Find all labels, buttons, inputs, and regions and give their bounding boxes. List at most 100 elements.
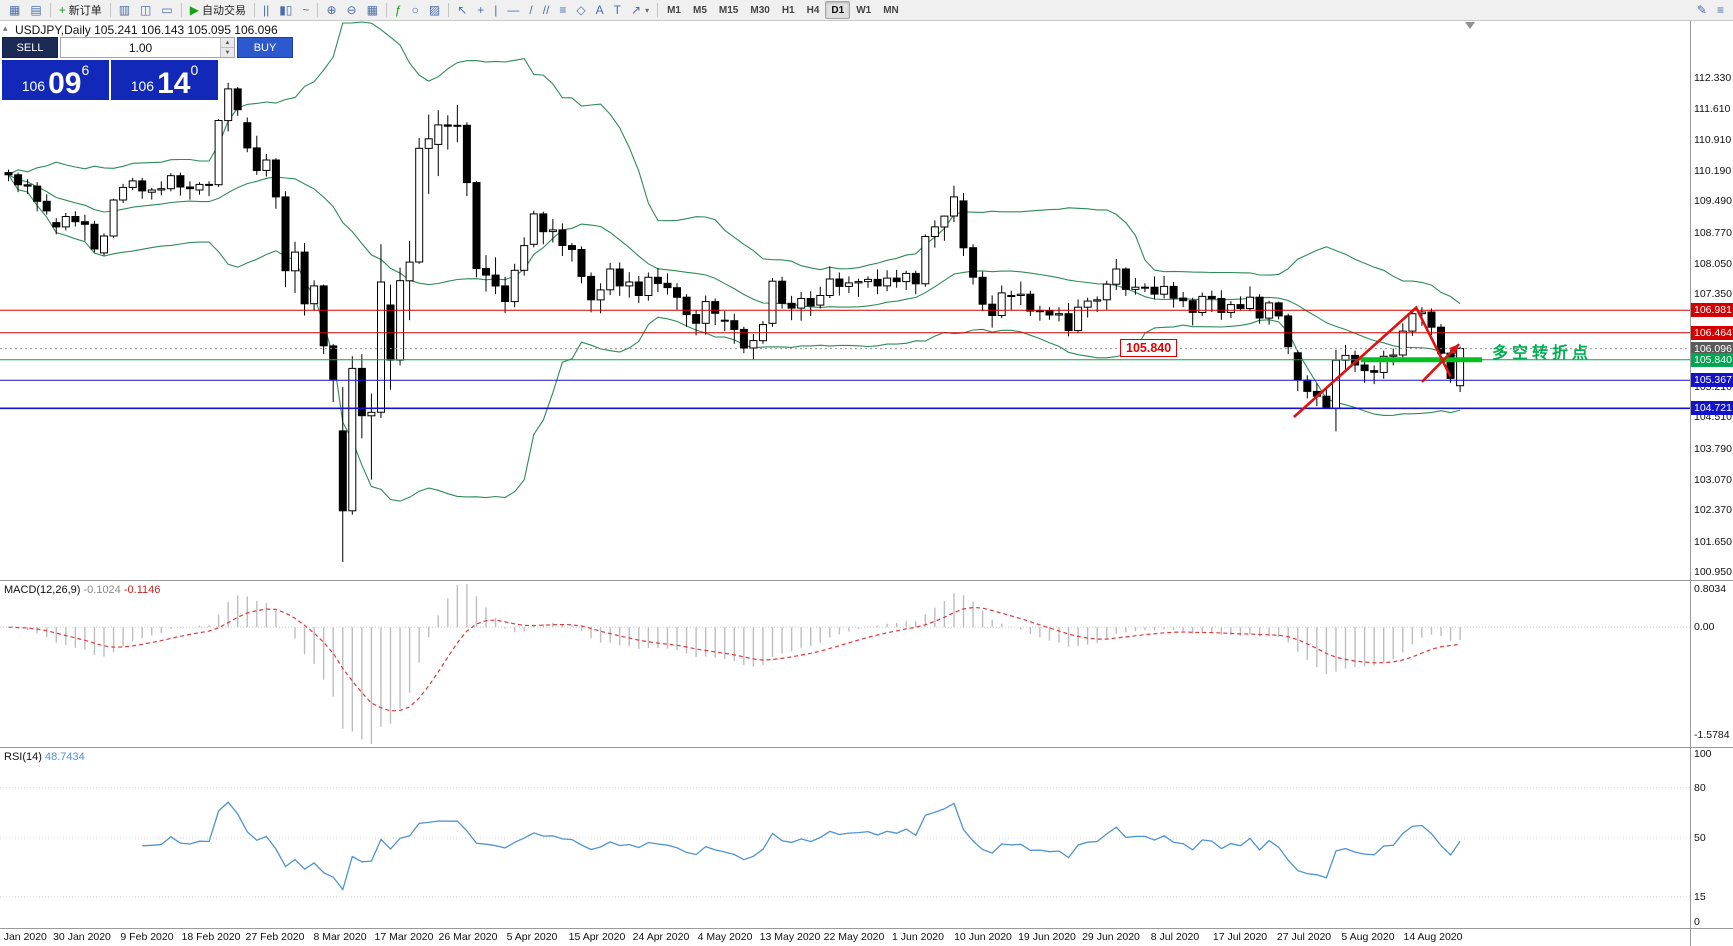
one-click-trade-panel: SELL ▲ ▼ BUY 106 09 6 106 14 0 — [2, 37, 293, 100]
templates-icon: ▨ — [428, 3, 441, 17]
buy-price-handle: 106 — [130, 78, 155, 94]
more-tools-icon: ≡ — [1716, 3, 1724, 17]
market-watch-icon: ▥ — [118, 3, 131, 17]
more-tools-icon[interactable]: ≡ — [1712, 0, 1729, 20]
label-icon[interactable]: T — [609, 0, 626, 20]
time-axis-label: 17 Jul 2020 — [1212, 931, 1268, 943]
data-window-icon: ▤ — [30, 3, 42, 17]
price-axis-label: 102.370 — [1694, 504, 1732, 516]
terminal-icon[interactable]: ▭ — [156, 0, 177, 20]
data-window-icon[interactable]: ▤ — [25, 0, 46, 20]
indicators-icon: ƒ — [394, 3, 402, 17]
cursor-icon[interactable]: ↖ — [452, 0, 472, 20]
tf-d1[interactable]: D1 — [825, 1, 851, 19]
new-order-button: + — [58, 3, 66, 17]
zoom-in-icon[interactable]: ⊕ — [321, 0, 341, 20]
navigator-icon[interactable]: ◫ — [135, 0, 156, 20]
time-axis-label: 18 Feb 2020 — [181, 931, 241, 943]
price-tag-105.367: 105.367 — [1691, 373, 1733, 387]
buy-price-pips: 14 — [157, 66, 191, 100]
candlestick-chart-icon[interactable]: ▮▯ — [274, 0, 297, 20]
turning-point-note[interactable]: 多空转折点 — [1492, 345, 1593, 362]
tf-m5[interactable]: M5 — [693, 4, 707, 16]
crosshair-icon[interactable]: + — [472, 0, 489, 20]
trendline-icon[interactable]: / — [524, 0, 537, 20]
time-axis-label: 17 Mar 2020 — [374, 931, 434, 943]
main-macd-divider[interactable] — [0, 580, 1733, 581]
price-tag-106.096: 106.096 — [1691, 342, 1733, 356]
autotrading-button-label: 自动交易 — [201, 5, 246, 17]
macd-label: MACD(12,26,9) -0.1024 -0.1146 — [4, 584, 161, 596]
oneclick-toggle-icon[interactable]: ▴ — [3, 23, 8, 33]
sell-price-pips: 09 — [48, 66, 82, 100]
indicators-icon[interactable]: ƒ — [390, 0, 407, 20]
sell-price-handle: 106 — [21, 78, 46, 94]
zoom-out-icon[interactable]: ⊖ — [342, 0, 362, 20]
vertical-line-icon: | — [494, 3, 498, 17]
periods-icon[interactable]: ○ — [407, 0, 424, 20]
price-tag-105.840: 105.840 — [1691, 353, 1733, 367]
time-axis-label: 14 Aug 2020 — [1403, 931, 1463, 943]
new-order-button[interactable]: + 新订单 — [54, 0, 107, 20]
bar-chart-icon[interactable]: || — [258, 0, 274, 20]
price-axis-label: 103.070 — [1694, 474, 1732, 486]
time-axis-label: 8 Mar 2020 — [313, 931, 367, 943]
price-axis-label: 108.770 — [1694, 227, 1732, 239]
tile-windows-icon[interactable]: ▦ — [362, 0, 383, 20]
price-axis-label: 100.950 — [1694, 566, 1732, 578]
channel-icon[interactable]: // — [538, 0, 555, 20]
market-watch-icon[interactable]: ▥ — [114, 0, 135, 20]
tf-m1[interactable]: M1 — [667, 4, 681, 16]
label-icon: T — [613, 3, 622, 17]
volume-input[interactable] — [61, 38, 220, 57]
line-chart-icon[interactable]: ~ — [297, 0, 314, 20]
terminal-icon: ▭ — [161, 3, 173, 17]
charts-window-icon[interactable]: ▦ — [4, 0, 25, 20]
chart-shift-marker — [1465, 22, 1475, 29]
sell-button[interactable]: SELL — [2, 37, 58, 58]
macd-rsi-divider[interactable] — [0, 747, 1733, 748]
price-axis-label: 110.190 — [1694, 165, 1732, 177]
edit-icon[interactable]: ✎ — [1692, 0, 1712, 20]
vertical-line-icon[interactable]: | — [489, 0, 502, 20]
periods-icon: ○ — [411, 3, 419, 17]
tf-mn[interactable]: MN — [883, 4, 899, 16]
price-axis-label: 109.490 — [1694, 195, 1732, 207]
rsi-axis-label: 100 — [1694, 748, 1712, 760]
tf-m15[interactable]: M15 — [718, 4, 739, 16]
volume-up-icon[interactable]: ▲ — [220, 38, 234, 47]
fibonacci-icon[interactable]: ≡ — [554, 0, 571, 20]
price-tag-106.981: 106.981 — [1691, 303, 1733, 317]
tf-m30[interactable]: M30 — [750, 4, 770, 16]
arrow-tools-icon-caret: ▾ — [645, 5, 650, 15]
time-axis-label: 1 Jun 2020 — [892, 931, 944, 943]
sell-price-tile[interactable]: 106 09 6 — [2, 60, 109, 100]
autotrading-button[interactable]: ▶ 自动交易 — [185, 0, 251, 20]
buy-button[interactable]: BUY — [237, 37, 293, 58]
volume-down-icon[interactable]: ▼ — [220, 47, 234, 57]
macd-axis-label: -1.5784 — [1694, 729, 1730, 741]
horizontal-line-icon[interactable]: — — [502, 0, 524, 20]
tf-w1[interactable]: W1 — [856, 4, 872, 16]
templates-icon[interactable]: ▨ — [424, 0, 445, 20]
charts-window-icon: ▦ — [9, 3, 21, 17]
time-axis-label: 8 Jul 2020 — [1150, 931, 1200, 943]
support-price-label[interactable]: 105.840 — [1120, 339, 1178, 357]
time-axis-label: 13 May 2020 — [759, 931, 821, 943]
buy-price-tile[interactable]: 106 14 0 — [111, 60, 218, 100]
tf-h4[interactable]: H4 — [806, 4, 820, 16]
sell-price-point: 6 — [81, 62, 90, 78]
tf-h1[interactable]: H1 — [781, 4, 795, 16]
arrow-tools-icon: ↗ — [631, 3, 642, 17]
zoom-in-icon: ⊕ — [326, 3, 337, 17]
rsi-axis-label: 50 — [1694, 832, 1706, 844]
chart-title: USDJPY,Daily 105.241 106.143 105.095 106… — [15, 23, 278, 37]
text-icon[interactable]: A — [591, 0, 609, 20]
navigator-icon: ◫ — [140, 3, 152, 17]
time-axis-label: 4 May 2020 — [697, 931, 753, 943]
arrow-tools-icon[interactable]: ↗ ▾ — [626, 0, 654, 20]
fibonacci-icon: ≡ — [559, 3, 567, 17]
shapes-icon[interactable]: ◇ — [571, 0, 590, 20]
